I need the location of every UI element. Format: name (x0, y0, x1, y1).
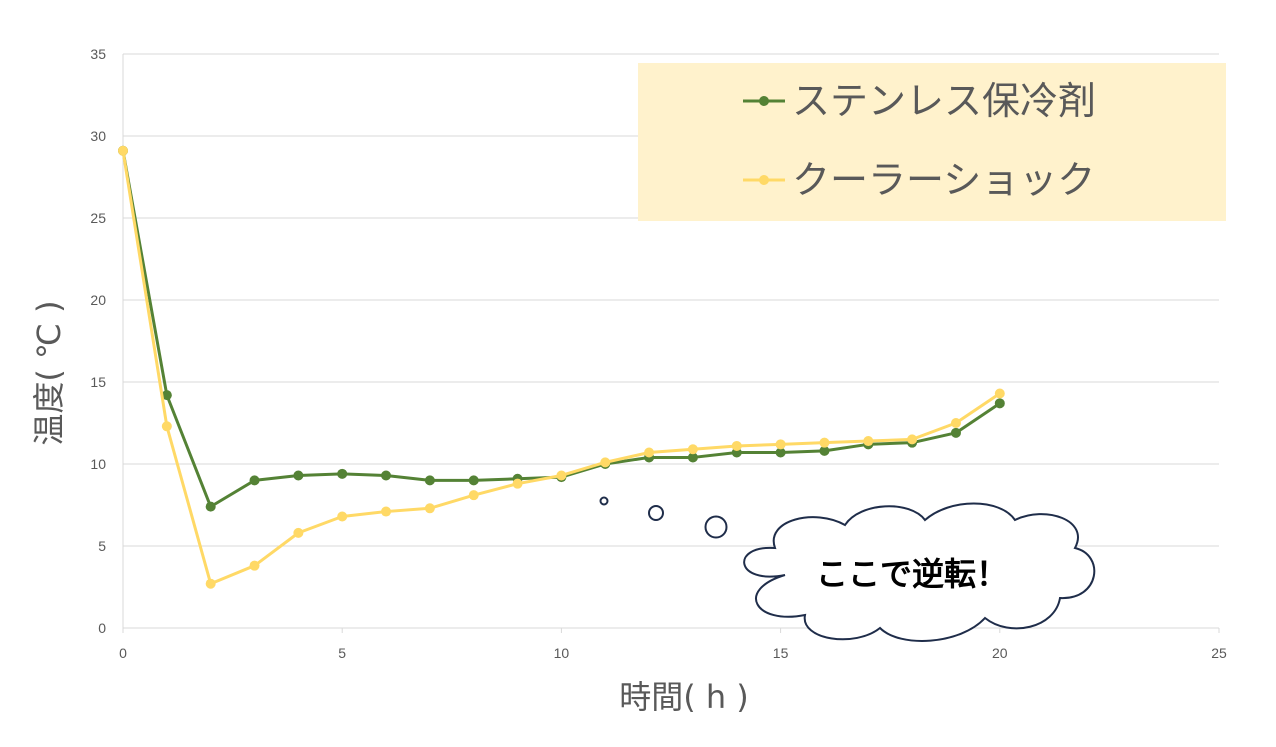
data-point (249, 560, 260, 571)
callout-text: ここで逆転！ (816, 555, 1008, 593)
data-point (381, 506, 392, 517)
data-point (205, 578, 216, 589)
series-layer (118, 145, 1005, 589)
x-tick-label: 15 (773, 645, 789, 661)
y-tick-label: 0 (98, 620, 106, 636)
x-tick-label: 5 (338, 645, 346, 661)
data-point (731, 440, 742, 451)
data-point (994, 398, 1005, 409)
data-point (161, 421, 172, 432)
series-1 (118, 145, 1005, 589)
y-tick-label: 25 (90, 210, 106, 226)
data-point (819, 437, 830, 448)
data-point (950, 418, 961, 428)
data-point (293, 470, 304, 481)
y-tick-label: 10 (90, 456, 106, 472)
legend-marker-stainless (759, 96, 769, 106)
data-point (687, 444, 698, 455)
legend-label-cooler-shock: クーラーショック (792, 158, 1095, 202)
x-tick-label: 20 (992, 645, 1008, 661)
x-tick-label: 0 (119, 645, 127, 661)
data-point (512, 478, 523, 489)
data-point (118, 145, 128, 156)
x-tick-label: 25 (1211, 645, 1227, 661)
data-point (161, 390, 172, 401)
data-point (600, 457, 611, 468)
data-point (205, 501, 216, 512)
data-point (863, 436, 874, 447)
y-tick-label: 35 (90, 46, 106, 62)
x-tick-label: 10 (554, 645, 570, 661)
data-point (424, 475, 435, 486)
y-tick-label: 5 (98, 538, 106, 554)
data-point (337, 468, 348, 479)
thought-dot-medium (648, 505, 664, 521)
data-point (907, 434, 918, 445)
y-tick-label: 30 (90, 128, 106, 144)
y-axis-title: 温度( ℃ ) (30, 300, 68, 445)
y-tick-label: 15 (90, 374, 106, 390)
data-point (468, 490, 479, 501)
data-point (775, 439, 786, 450)
legend-marker-cooler-shock (759, 175, 769, 185)
data-point (381, 470, 392, 481)
cloud-shape (743, 502, 1096, 642)
y-tick-label: 20 (90, 292, 106, 308)
legend-label-stainless: ステンレス保冷剤 (792, 79, 1096, 123)
callout-bubble (599, 496, 1096, 642)
data-point (994, 388, 1005, 399)
data-point (819, 445, 830, 456)
data-point (644, 447, 655, 458)
data-point (468, 475, 479, 486)
x-axis-title: 時間( h ) (619, 678, 749, 716)
data-point (687, 452, 698, 463)
data-point (424, 503, 435, 514)
thought-dot-large (704, 515, 728, 539)
x-tick-labels: 0 5 10 15 20 25 (119, 645, 1227, 661)
thought-dot-small (599, 496, 609, 506)
data-point (556, 470, 567, 481)
data-point (950, 427, 961, 438)
legend: ステンレス保冷剤 クーラーショック (638, 63, 1226, 221)
data-point (337, 511, 348, 522)
data-point (293, 527, 304, 538)
legend-background (638, 63, 1226, 221)
data-point (249, 475, 260, 486)
y-tick-labels: 0 5 10 15 20 25 30 35 (90, 46, 106, 636)
data-point (775, 447, 786, 458)
